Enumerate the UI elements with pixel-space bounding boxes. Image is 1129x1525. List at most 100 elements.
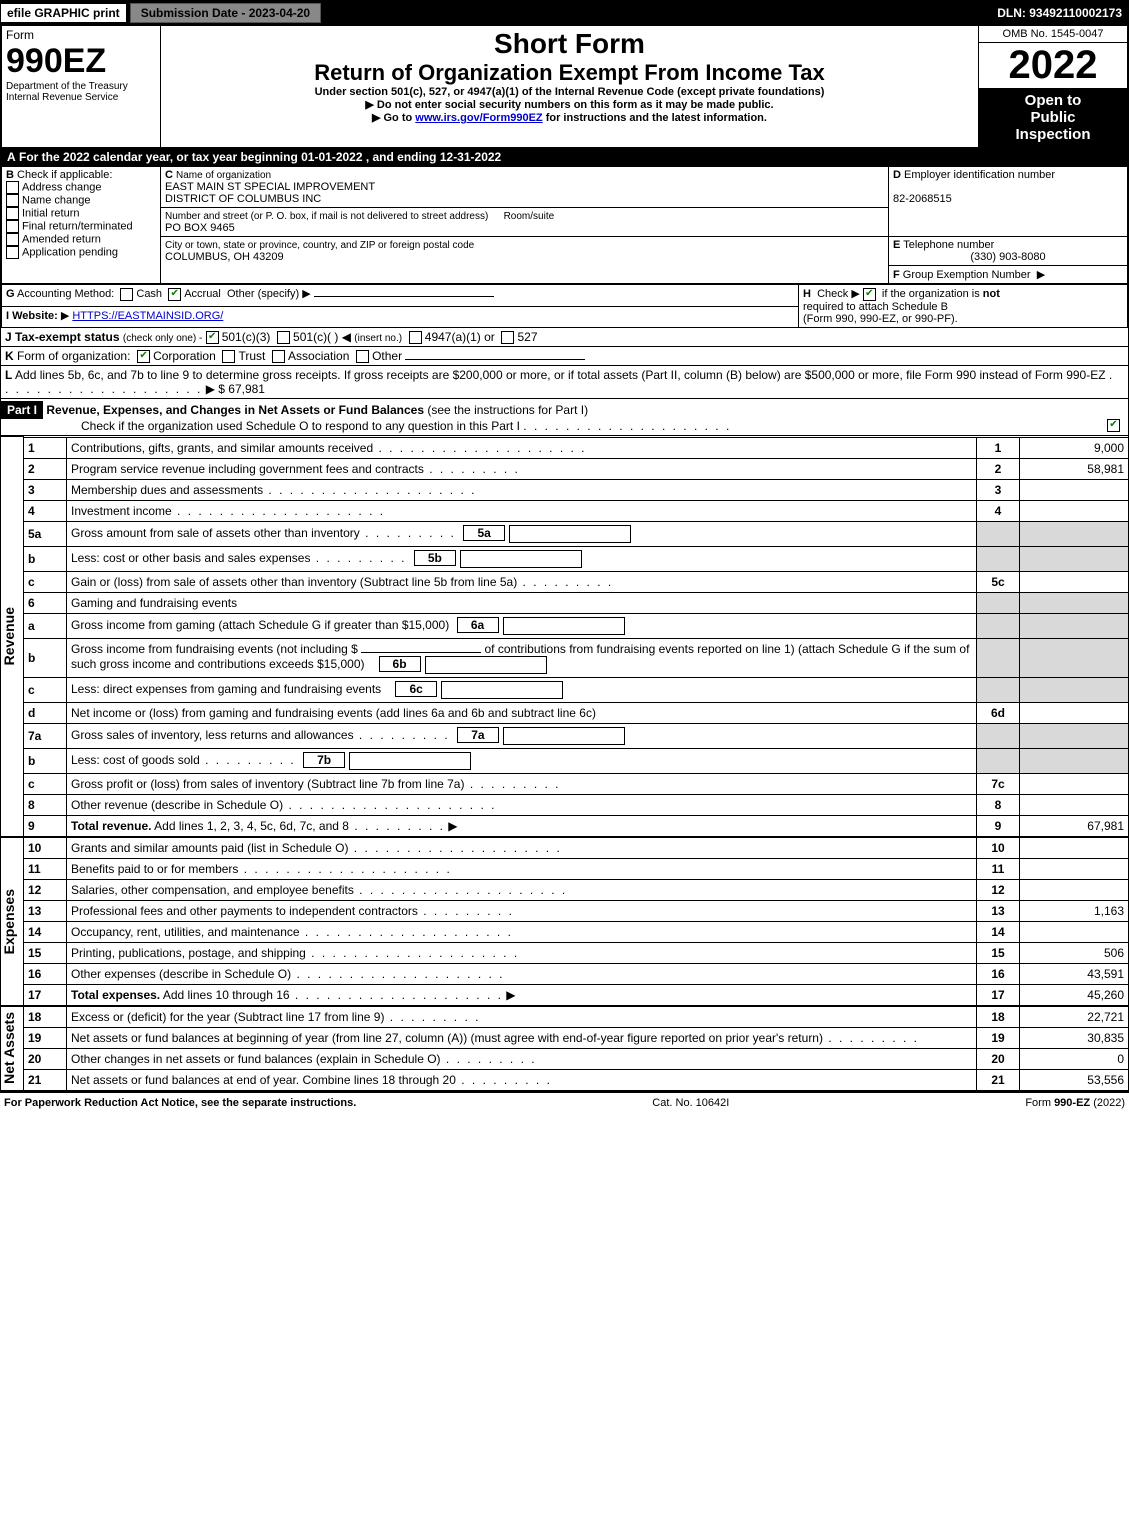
org-name-1: EAST MAIN ST SPECIAL IMPROVEMENT <box>165 181 375 193</box>
omb-number: OMB No. 1545-0047 <box>979 26 1128 43</box>
tax-year: 2022 <box>979 43 1127 88</box>
gross-receipts: $ 67,981 <box>218 382 265 396</box>
open-to-public: Open to Public Inspection <box>979 88 1127 147</box>
cb-trust[interactable] <box>222 350 235 363</box>
cb-corporation[interactable] <box>137 350 150 363</box>
line-4-value <box>1020 500 1129 521</box>
line-12-value <box>1020 879 1129 900</box>
cb-schedule-o-used[interactable] <box>1107 419 1120 432</box>
part-i-check-text: Check if the organization used Schedule … <box>1 419 520 433</box>
line-14-value <box>1020 921 1129 942</box>
irs-link[interactable]: www.irs.gov/Form990EZ <box>415 112 542 124</box>
cb-initial-return[interactable] <box>6 207 19 220</box>
title-short-form: Short Form <box>165 28 974 60</box>
line-6d-value <box>1020 702 1129 723</box>
footer-cat-no: Cat. No. 10642I <box>652 1097 729 1109</box>
revenue-section-label: Revenue <box>1 607 23 665</box>
c-label: Name of organization <box>176 170 271 181</box>
line-7a: 7a Gross sales of inventory, less return… <box>24 723 1128 748</box>
cb-501c[interactable] <box>277 331 290 344</box>
form-header: Form 990EZ Department of the Treasury In… <box>1 25 1128 148</box>
line-9-value: 67,981 <box>1020 815 1129 836</box>
line-16: 16 Other expenses (describe in Schedule … <box>24 963 1128 984</box>
cb-accrual[interactable] <box>168 288 181 301</box>
cb-name-change[interactable] <box>6 194 19 207</box>
part-i-label: Part I <box>1 401 43 419</box>
ein: 82-2068515 <box>893 193 952 205</box>
line-19: 19 Net assets or fund balances at beginn… <box>24 1027 1128 1048</box>
line-11: 11 Benefits paid to or for members 11 <box>24 858 1128 879</box>
cb-cash[interactable] <box>120 288 133 301</box>
line-5c-value <box>1020 571 1129 592</box>
title-subtitle: Under section 501(c), 527, or 4947(a)(1)… <box>165 86 974 98</box>
line-6: 6 Gaming and fundraising events <box>24 592 1128 613</box>
f-label: Group Exemption Number <box>903 269 1031 281</box>
arrow-icon: ▶ <box>1037 269 1045 281</box>
line-16-value: 43,591 <box>1020 963 1129 984</box>
line-7c: c Gross profit or (loss) from sales of i… <box>24 773 1128 794</box>
line-3: 3 Membership dues and assessments 3 <box>24 479 1128 500</box>
h-check-text: Check ▶ <box>817 288 860 300</box>
line-2: 2 Program service revenue including gove… <box>24 458 1128 479</box>
city-state-zip: COLUMBUS, OH 43209 <box>165 251 284 263</box>
line-15-value: 506 <box>1020 942 1129 963</box>
line-21-value: 53,556 <box>1020 1069 1129 1090</box>
street-label: Number and street (or P. O. box, if mail… <box>165 211 488 222</box>
cb-final-return[interactable] <box>6 220 19 233</box>
goto-instructions: Go to www.irs.gov/Form990EZ for instruct… <box>165 111 974 124</box>
e-label: Telephone number <box>903 239 994 251</box>
cb-501c3[interactable] <box>206 331 219 344</box>
line-6d: d Net income or (loss) from gaming and f… <box>24 702 1128 723</box>
line-k: K Form of organization: Corporation Trus… <box>1 347 1128 366</box>
cb-address-change[interactable] <box>6 181 19 194</box>
i-label: Website: <box>12 310 58 322</box>
street-address: PO BOX 9465 <box>165 222 235 234</box>
line-7b: b Less: cost of goods sold 7b <box>24 748 1128 773</box>
line-a-period: A For the 2022 calendar year, or tax yea… <box>1 148 1128 166</box>
line-l: L Add lines 5b, 6c, and 7b to line 9 to … <box>1 366 1128 399</box>
line-17: 17 Total expenses. Add lines 10 through … <box>24 984 1128 1005</box>
g-label: Accounting Method: <box>17 288 114 300</box>
line-20-value: 0 <box>1020 1048 1129 1069</box>
line-10: 10 Grants and similar amounts paid (list… <box>24 837 1128 858</box>
line-5b: b Less: cost or other basis and sales ex… <box>24 546 1128 571</box>
line-15: 15 Printing, publications, postage, and … <box>24 942 1128 963</box>
cb-527[interactable] <box>501 331 514 344</box>
cb-schedule-b-not-required[interactable] <box>863 288 876 301</box>
city-label: City or town, state or province, country… <box>165 240 474 251</box>
cb-other-org[interactable] <box>356 350 369 363</box>
cb-amended-return[interactable] <box>6 233 19 246</box>
line-11-value <box>1020 858 1129 879</box>
line-7c-value <box>1020 773 1129 794</box>
line-6c: c Less: direct expenses from gaming and … <box>24 677 1128 702</box>
page-footer: For Paperwork Reduction Act Notice, see … <box>0 1091 1129 1113</box>
line-13: 13 Professional fees and other payments … <box>24 900 1128 921</box>
website-link[interactable]: HTTPS://EASTMAINSID.ORG/ <box>72 310 223 322</box>
line-10-value <box>1020 837 1129 858</box>
line-5a: 5a Gross amount from sale of assets othe… <box>24 521 1128 546</box>
line-6b: b Gross income from fundraising events (… <box>24 638 1128 677</box>
title-main: Return of Organization Exempt From Incom… <box>165 60 974 86</box>
part-i-subtitle: (see the instructions for Part I) <box>427 403 588 417</box>
line-8: 8 Other revenue (describe in Schedule O)… <box>24 794 1128 815</box>
cb-association[interactable] <box>272 350 285 363</box>
line-8-value <box>1020 794 1129 815</box>
form-label: Form <box>6 28 156 42</box>
cb-4947a1[interactable] <box>409 331 422 344</box>
line-1-value: 9,000 <box>1020 437 1129 458</box>
submission-date: Submission Date - 2023-04-20 <box>130 3 321 23</box>
expenses-section-label: Expenses <box>1 889 23 954</box>
line-j: J Tax-exempt status (check only one) - 5… <box>1 328 1128 347</box>
line-1: 1 Contributions, gifts, grants, and simi… <box>24 437 1128 458</box>
line-19-value: 30,835 <box>1020 1027 1129 1048</box>
footer-left: For Paperwork Reduction Act Notice, see … <box>4 1097 356 1109</box>
cb-application-pending[interactable] <box>6 246 19 259</box>
line-9: 9 Total revenue. Add lines 1, 2, 3, 4, 5… <box>24 815 1128 836</box>
irs-label: Internal Revenue Service <box>6 92 156 103</box>
line-6a: a Gross income from gaming (attach Sched… <box>24 613 1128 638</box>
ssn-warning: Do not enter social security numbers on … <box>165 98 974 111</box>
line-12: 12 Salaries, other compensation, and emp… <box>24 879 1128 900</box>
line-5c: c Gain or (loss) from sale of assets oth… <box>24 571 1128 592</box>
footer-form-ref: Form 990-EZ (2022) <box>1025 1097 1125 1109</box>
efile-label: efile GRAPHIC print <box>1 4 126 22</box>
